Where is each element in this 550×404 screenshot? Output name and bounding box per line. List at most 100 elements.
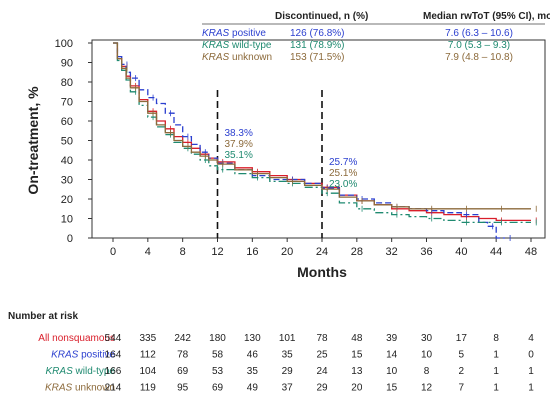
y-tick-label: 20 (61, 194, 73, 206)
risk-value: 1 (493, 366, 499, 377)
risk-value: 78 (177, 350, 189, 361)
y-tick-label: 0 (67, 233, 73, 245)
risk-value: 15 (351, 350, 363, 361)
x-tick-label: 44 (490, 246, 502, 258)
risk-value: 180 (209, 333, 226, 344)
risk-value: 35 (247, 366, 259, 377)
y-axis-title: On-treatment, % (25, 86, 41, 195)
plot-frame (91, 39, 546, 239)
x-tick-label: 48 (525, 246, 537, 258)
risk-value: 95 (177, 383, 189, 394)
risk-value: 242 (174, 333, 191, 344)
risk-value: 7 (459, 383, 465, 394)
x-tick-label: 16 (246, 246, 258, 258)
y-tick-label: 10 (61, 214, 73, 226)
y-tick-label: 70 (61, 97, 73, 109)
legend-header-median: Median rwToT (95% CI), mo (423, 11, 550, 22)
risk-value: 13 (351, 366, 363, 377)
risk-value: 4 (528, 333, 534, 344)
x-tick-label: 28 (351, 246, 363, 258)
x-axis-title: Months (297, 264, 347, 280)
risk-row-label: KRAS positive (51, 350, 115, 361)
x-tick-label: 4 (145, 246, 151, 258)
x-tick-label: 0 (110, 246, 116, 258)
series-line (113, 42, 531, 222)
risk-value: 29 (282, 366, 294, 377)
legend-median-value: 7.9 (4.8 – 10.8) (445, 52, 513, 63)
risk-value: 119 (140, 383, 156, 394)
risk-value: 10 (421, 350, 433, 361)
risk-value: 8 (424, 366, 430, 377)
legend-median-value: 7.0 (5.3 – 9.3) (448, 40, 510, 51)
risk-value: 20 (351, 383, 363, 394)
x-tick-label: 40 (455, 246, 467, 258)
legend-discontinued-value: 153 (71.5%) (290, 52, 344, 63)
risk-value: 544 (105, 333, 122, 344)
legend-label: KRAS positive (202, 28, 266, 39)
risk-value: 46 (247, 350, 259, 361)
axes: 0 4 8 12 16 20 24 28 32 36 40 44 4801020304050607080… (25, 38, 546, 280)
risk-value: 15 (386, 383, 398, 394)
risk-value: 78 (316, 333, 328, 344)
risk-value: 1 (493, 383, 499, 394)
x-tick-label: 24 (316, 246, 328, 258)
risk-value: 53 (212, 366, 224, 377)
annotation-value: 25.1% (329, 168, 357, 179)
risk-value: 1 (528, 366, 534, 377)
y-tick-label: 50 (61, 136, 73, 148)
risk-value: 2 (459, 366, 465, 377)
risk-value: 164 (105, 350, 122, 361)
series-line (113, 42, 531, 224)
risk-value: 14 (386, 350, 398, 361)
y-tick-label: 100 (55, 38, 73, 50)
annotation-value: 35.1% (225, 150, 253, 161)
legend-label: KRAS wild-type (202, 40, 272, 51)
risk-value: 35 (282, 350, 294, 361)
risk-value: 24 (316, 366, 328, 377)
y-tick-label: 90 (61, 58, 73, 70)
risk-value: 101 (279, 333, 296, 344)
risk-value: 112 (140, 350, 156, 361)
x-tick-label: 20 (281, 246, 293, 258)
legend-header-discontinued: Discontinued, n (%) (275, 11, 368, 22)
legend-discontinued-value: 126 (76.8%) (290, 28, 344, 39)
series-lines (113, 42, 537, 241)
x-tick-label: 36 (420, 246, 432, 258)
risk-value: 48 (351, 333, 363, 344)
risk-value: 12 (421, 383, 433, 394)
risk-value: 1 (493, 350, 499, 361)
risk-value: 166 (105, 366, 122, 377)
x-tick-label: 32 (386, 246, 398, 258)
risk-value: 0 (528, 350, 534, 361)
legend-discontinued-value: 131 (78.9%) (290, 40, 344, 51)
y-tick-label: 60 (61, 116, 73, 128)
x-tick-label: 12 (211, 246, 223, 258)
y-tick-label: 30 (61, 175, 73, 187)
series-line (113, 42, 531, 210)
risk-value: 69 (177, 366, 189, 377)
risk-row-label: KRAS wild-type (46, 366, 116, 377)
risk-value: 335 (139, 333, 156, 344)
risk-value: 25 (316, 350, 328, 361)
risk-table-title: Number at risk (8, 311, 78, 322)
risk-value: 130 (244, 333, 261, 344)
legend: Discontinued, n (%) Median rwToT (95% CI)… (202, 11, 550, 63)
risk-row-label: All nonsquamous (38, 333, 115, 344)
annotation-value: 38.3% (225, 128, 253, 139)
risk-value: 69 (212, 383, 224, 394)
risk-value: 29 (316, 383, 328, 394)
risk-value: 17 (456, 333, 468, 344)
annotations: 38.3%37.9%35.1% 25.7%25.1%23.0% (225, 128, 358, 190)
x-tick-label: 8 (180, 246, 186, 258)
risk-value: 58 (212, 350, 224, 361)
annotation-value: 25.7% (329, 157, 357, 168)
risk-value: 30 (421, 333, 433, 344)
risk-value: 214 (105, 383, 122, 394)
risk-value: 5 (459, 350, 465, 361)
risk-value: 10 (386, 366, 398, 377)
annotation-value: 37.9% (225, 139, 253, 150)
risk-row-label: KRAS unknown (45, 383, 115, 394)
legend-median-value: 7.6 (6.3 – 10.6) (445, 28, 513, 39)
